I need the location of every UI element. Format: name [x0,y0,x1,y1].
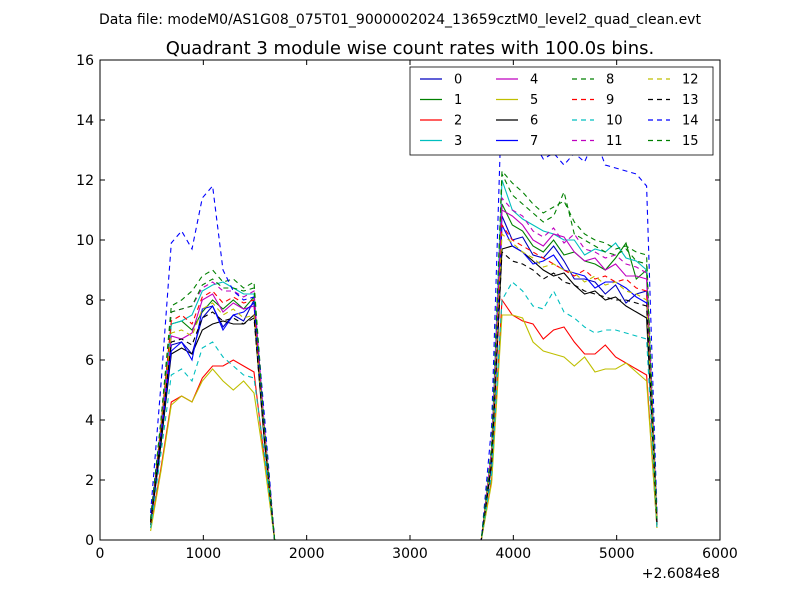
x-tick-label: 0 [96,546,105,562]
series-line-6 [150,245,658,541]
legend-label-4: 4 [530,73,538,88]
legend-label-2: 2 [454,114,462,129]
legend-box [409,66,714,156]
x-tick-label: 5000 [599,546,635,562]
series-line-5 [150,314,658,541]
series-line-8 [150,169,658,541]
legend-label-7: 7 [530,134,538,149]
y-tick-label: 2 [85,473,94,489]
legend-label-13: 13 [682,93,699,108]
y-tick-label: 0 [85,533,94,549]
y-tick-label: 4 [85,413,94,429]
series-line-12 [150,232,658,541]
legend-label-10: 10 [606,114,623,129]
chart-title: Quadrant 3 module wise count rates with … [166,38,655,59]
legend-label-5: 5 [530,93,538,108]
legend-label-6: 6 [530,114,538,129]
series-line-1 [150,203,658,541]
legend-label-0: 0 [454,73,462,88]
series-line-15 [150,173,658,541]
y-tick-label: 10 [76,233,94,249]
series-line-0 [150,215,658,541]
x-tick-label: 4000 [496,546,532,562]
legend-label-8: 8 [606,73,614,88]
x-tick-label: 1000 [186,546,222,562]
y-tick-label: 12 [76,173,94,189]
legend-label-1: 1 [454,93,462,108]
series-line-11 [150,196,658,541]
y-tick-label: 6 [85,353,94,369]
series-line-13 [150,250,658,541]
legend-label-9: 9 [606,93,614,108]
series-line-9 [150,223,658,541]
x-tick-label: 3000 [392,546,428,562]
y-tick-label: 16 [76,53,94,69]
legend-label-11: 11 [606,134,623,149]
x-tick-label: 2000 [289,546,325,562]
y-tick-label: 8 [85,293,94,309]
series-line-2 [150,298,658,541]
chart-suptitle: Data file: modeM0/AS1G08_075T01_90000020… [99,12,701,28]
legend-label-12: 12 [682,73,699,88]
y-tick-label: 14 [76,113,94,129]
series-line-4 [150,209,658,541]
x-tick-label: 6000 [702,546,738,562]
x-offset-label: +2.6084e8 [642,566,720,582]
legend-label-3: 3 [454,134,462,149]
series-line-10 [150,281,658,541]
legend-label-15: 15 [682,134,699,149]
legend-label-14: 14 [682,114,699,129]
plot-area [150,89,658,541]
series-line-14 [150,89,658,541]
